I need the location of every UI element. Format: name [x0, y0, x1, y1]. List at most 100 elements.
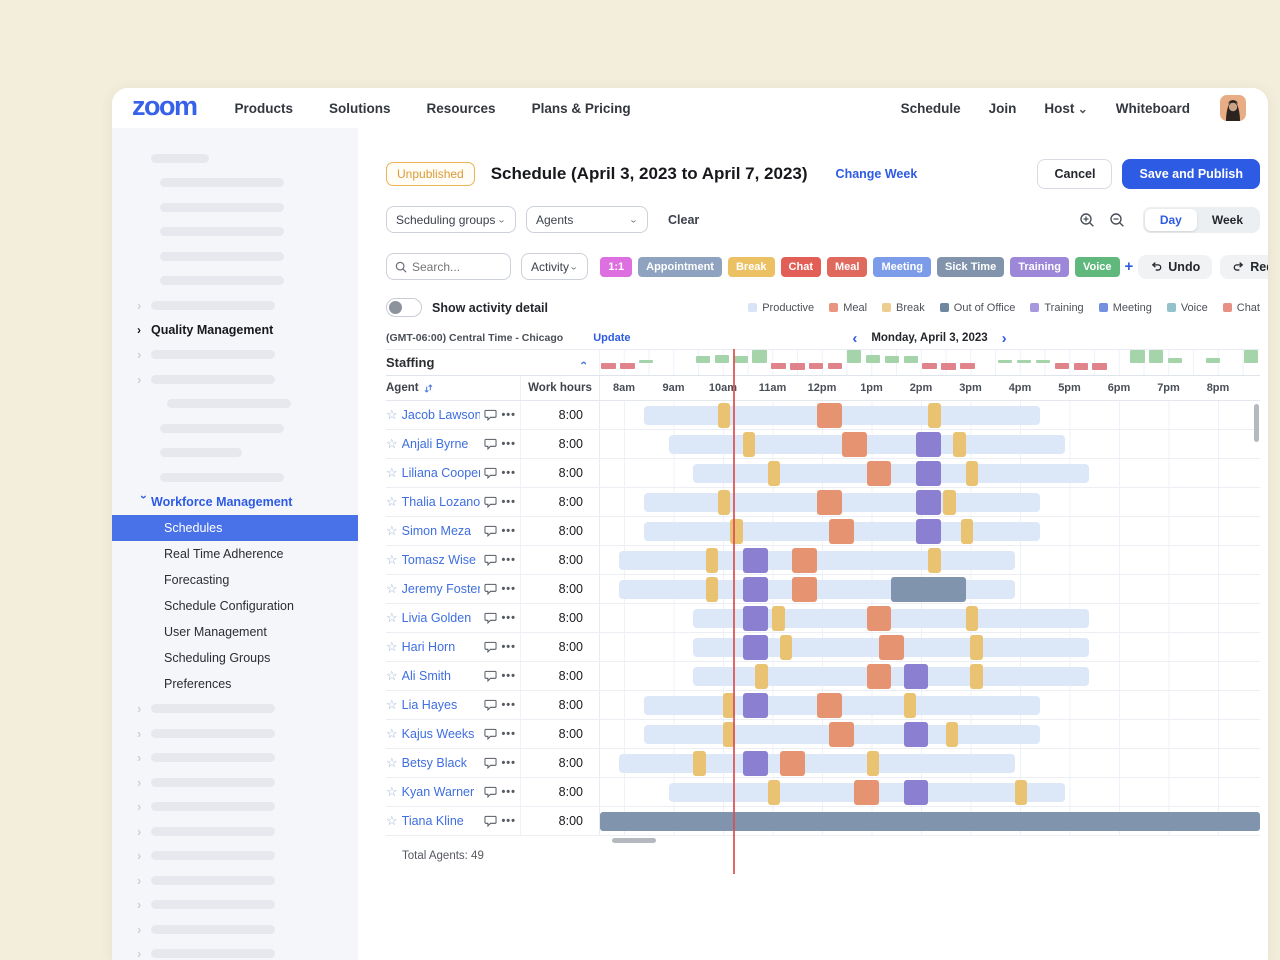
star-icon[interactable]: ☆ [386, 668, 398, 683]
show-activity-detail-toggle[interactable] [386, 298, 422, 317]
more-options-icon[interactable]: ••• [501, 467, 516, 479]
activity-chip-break[interactable]: Break [727, 256, 775, 277]
break-block[interactable] [705, 577, 718, 602]
meal-block[interactable] [829, 722, 855, 747]
agent-name-link[interactable]: Livia Golden [401, 611, 472, 625]
agent-name-link[interactable]: Thalia Lozano [401, 495, 481, 509]
star-icon[interactable]: ☆ [386, 494, 398, 509]
more-options-icon[interactable]: ••• [501, 815, 516, 827]
chat-bubble-icon[interactable] [484, 786, 497, 798]
chat-bubble-icon[interactable] [484, 670, 497, 682]
training-block[interactable] [903, 664, 929, 689]
agent-name-link[interactable]: Jacob Lawson [401, 408, 481, 422]
chat-bubble-icon[interactable] [484, 525, 497, 537]
vertical-scrollbar[interactable] [1254, 404, 1259, 442]
tab-week[interactable]: Week [1211, 212, 1243, 227]
chat-bubble-icon[interactable] [484, 815, 497, 827]
nav-item-resources[interactable]: Resources [426, 100, 496, 116]
zoom-in-icon[interactable] [1079, 212, 1095, 228]
break-block[interactable] [928, 403, 941, 428]
more-options-icon[interactable]: ••• [501, 525, 516, 537]
break-block[interactable] [960, 519, 973, 544]
sidebar-item-schedules[interactable]: Schedules [112, 514, 358, 541]
undo-button[interactable]: Undo [1138, 254, 1213, 279]
training-block[interactable] [903, 722, 929, 747]
agent-name-link[interactable]: Liliana Cooper [401, 466, 481, 480]
star-icon[interactable]: ☆ [386, 755, 398, 770]
break-block[interactable] [718, 403, 731, 428]
activity-chip-meal[interactable]: Meal [827, 256, 868, 277]
break-block[interactable] [1015, 780, 1028, 805]
nav-item-plans-pricing[interactable]: Plans & Pricing [531, 100, 631, 116]
activity-chip-meeting[interactable]: Meeting [873, 256, 932, 277]
break-block[interactable] [943, 490, 956, 515]
star-icon[interactable]: ☆ [386, 639, 398, 654]
nav-item-whiteboard[interactable]: Whiteboard [1115, 100, 1190, 116]
more-options-icon[interactable]: ••• [501, 786, 516, 798]
chat-bubble-icon[interactable] [484, 699, 497, 711]
productive-bar[interactable] [643, 493, 1040, 512]
break-block[interactable] [970, 664, 983, 689]
meal-block[interactable] [792, 548, 817, 573]
meal-block[interactable] [866, 606, 892, 631]
break-block[interactable] [722, 693, 736, 718]
sidebar-item-user-management[interactable]: User Management [164, 624, 267, 639]
zoom-out-icon[interactable] [1109, 212, 1125, 228]
chat-bubble-icon[interactable] [484, 757, 497, 769]
training-block[interactable] [742, 606, 768, 631]
productive-bar[interactable] [693, 667, 1090, 686]
timezone-update-link[interactable]: Update [593, 332, 631, 344]
break-block[interactable] [945, 722, 959, 747]
productive-bar[interactable] [619, 551, 1015, 570]
star-icon[interactable]: ☆ [386, 813, 398, 828]
meal-block[interactable] [866, 461, 892, 486]
meal-block[interactable] [829, 519, 855, 544]
more-options-icon[interactable]: ••• [501, 554, 516, 566]
chat-bubble-icon[interactable] [484, 612, 497, 624]
star-icon[interactable]: ☆ [386, 581, 398, 596]
agent-name-link[interactable]: Betsy Black [401, 756, 467, 770]
star-icon[interactable]: ☆ [386, 552, 398, 567]
productive-bar[interactable] [643, 696, 1040, 715]
training-block[interactable] [903, 780, 929, 805]
star-icon[interactable]: ☆ [386, 465, 398, 480]
activity-chip-sick-time[interactable]: Sick Time [937, 256, 1005, 277]
break-block[interactable] [965, 461, 978, 486]
sidebar-item-preferences[interactable]: Preferences [164, 676, 232, 691]
clear-filters-button[interactable]: Clear [668, 212, 700, 227]
horizontal-scrollbar[interactable] [612, 838, 656, 843]
chat-bubble-icon[interactable] [484, 438, 497, 450]
more-options-icon[interactable]: ••• [501, 757, 516, 769]
productive-bar[interactable] [643, 406, 1040, 425]
meal-block[interactable] [779, 751, 805, 776]
agent-name-link[interactable]: Tomasz Wise [401, 553, 476, 567]
training-block[interactable] [916, 432, 941, 457]
sidebar-item-scheduling-groups[interactable]: Scheduling Groups [164, 650, 271, 665]
break-block[interactable] [705, 548, 718, 573]
training-block[interactable] [742, 751, 768, 776]
agent-name-link[interactable]: Kyan Warner [401, 785, 475, 799]
training-block[interactable] [742, 693, 768, 718]
break-block[interactable] [965, 606, 978, 631]
tab-day[interactable]: Day [1144, 208, 1197, 231]
agent-name-link[interactable]: Anjali Byrne [401, 437, 469, 451]
break-block[interactable] [970, 635, 983, 660]
save-and-publish-button[interactable]: Save and Publish [1122, 159, 1260, 189]
more-options-icon[interactable]: ••• [501, 612, 516, 624]
star-icon[interactable]: ☆ [386, 407, 398, 422]
redo-button[interactable]: Redo [1220, 254, 1268, 279]
more-options-icon[interactable]: ••• [501, 641, 516, 653]
nav-item-join[interactable]: Join [988, 100, 1017, 116]
chat-bubble-icon[interactable] [484, 583, 497, 595]
training-block[interactable] [916, 519, 941, 544]
more-options-icon[interactable]: ••• [501, 438, 516, 450]
activity-chip-training[interactable]: Training [1010, 256, 1069, 277]
break-block[interactable] [953, 432, 966, 457]
agent-name-link[interactable]: Hari Horn [401, 640, 456, 654]
break-block[interactable] [742, 432, 756, 457]
nav-item-products[interactable]: Products [234, 100, 294, 116]
previous-day-icon[interactable]: ‹ [852, 329, 858, 347]
meal-block[interactable] [817, 490, 842, 515]
activity-chip-chat[interactable]: Chat [780, 256, 821, 277]
chat-bubble-icon[interactable] [484, 728, 497, 740]
